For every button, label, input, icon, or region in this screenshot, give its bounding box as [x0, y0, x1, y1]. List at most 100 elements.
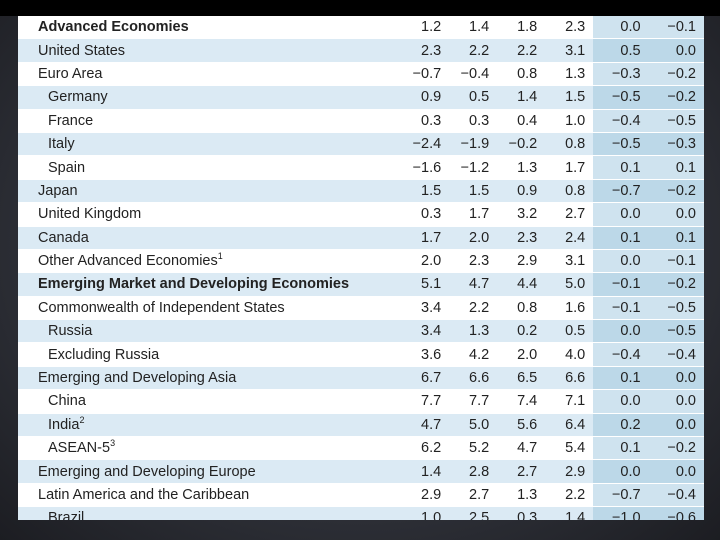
row-label: Excluding Russia	[18, 342, 402, 367]
value-cell: 1.3	[449, 319, 498, 344]
row-label: Advanced Economies	[18, 16, 402, 40]
value-cell: 0.8	[545, 179, 594, 204]
row-label-text: Japan	[38, 182, 78, 199]
value-cell: 5.1	[401, 272, 450, 297]
row-label-text: China	[48, 393, 86, 410]
value-cell: 3.4	[401, 296, 450, 321]
value-cell: 0.0	[593, 202, 649, 227]
value-cell: 6.5	[497, 366, 546, 391]
value-cell: 3.4	[401, 319, 450, 344]
value-cell: 2.7	[545, 202, 594, 227]
table-row: China 7.7 7.7 7.4 7.1 0.0 0.0	[18, 389, 704, 414]
value-cell: 0.0	[648, 38, 704, 63]
value-cell: −0.2	[648, 62, 704, 87]
row-label: Canada	[18, 226, 402, 250]
value-cell: 1.3	[545, 62, 594, 87]
row-label-text: Italy	[48, 136, 75, 153]
row-label-text: Emerging Market and Developing Economies	[38, 276, 350, 293]
slide-top-edge	[0, 0, 720, 16]
table-row: Russia 3.4 1.3 0.2 0.5 0.0 −0.5	[18, 319, 704, 344]
row-label-text: Spain	[48, 159, 86, 176]
value-cell: 0.9	[497, 179, 546, 204]
row-label: ASEAN-53	[18, 436, 402, 461]
value-cell: 6.6	[449, 366, 498, 391]
value-cell: 6.2	[401, 436, 450, 461]
value-cell: 7.7	[449, 389, 498, 414]
row-label: Brazil	[18, 506, 402, 520]
value-cell: 2.2	[449, 38, 498, 63]
value-cell: 5.0	[449, 413, 498, 438]
value-cell: 0.9	[401, 85, 450, 110]
value-cell: 4.0	[545, 342, 594, 367]
row-label: Emerging and Developing Europe	[18, 459, 402, 484]
row-label: United Kingdom	[18, 202, 402, 227]
row-label-text: Germany	[48, 89, 108, 106]
value-cell: −0.5	[593, 132, 649, 157]
value-cell: 1.7	[545, 155, 594, 180]
value-cell: 0.8	[545, 132, 594, 157]
value-cell: 0.2	[593, 413, 649, 438]
row-label: Emerging and Developing Asia	[18, 366, 402, 391]
value-cell: −0.2	[648, 272, 704, 297]
row-label: Russia	[18, 319, 402, 344]
value-cell: 0.1	[648, 155, 704, 180]
value-cell: 0.8	[497, 296, 546, 321]
value-cell: 0.1	[593, 155, 649, 180]
table-row: Canada 1.7 2.0 2.3 2.4 0.1 0.1	[18, 226, 704, 250]
table-body: Advanced Economies 1.2 1.4 1.8 2.3 0.0 −0.1 Uni…	[18, 16, 704, 520]
table-row: Japan 1.5 1.5 0.9 0.8 −0.7 −0.2	[18, 179, 704, 204]
value-cell: −0.5	[648, 319, 704, 344]
value-cell: 2.4	[545, 226, 594, 250]
value-cell: 1.5	[545, 85, 594, 110]
table-row: Commonwealth of Independent States 3.4 2.2…	[18, 296, 704, 321]
value-cell: 2.7	[497, 459, 546, 484]
row-label: India2	[18, 413, 402, 438]
value-cell: 1.0	[401, 506, 450, 520]
value-cell: 7.4	[497, 389, 546, 414]
row-label: Japan	[18, 179, 402, 204]
row-label: Emerging Market and Developing Economies	[18, 272, 402, 297]
table-row: France 0.3 0.3 0.4 1.0 −0.4 −0.5	[18, 109, 704, 133]
footnote-marker: 2	[79, 415, 85, 425]
row-label: China	[18, 389, 402, 414]
row-label: Other Advanced Economies1	[18, 249, 402, 274]
value-cell: 4.4	[497, 272, 546, 297]
footnote-marker: 3	[110, 438, 116, 449]
value-cell: 2.8	[449, 459, 498, 484]
value-cell: −0.2	[648, 179, 704, 204]
value-cell: −0.2	[648, 85, 704, 110]
value-cell: 2.0	[449, 226, 498, 250]
value-cell: −0.7	[401, 62, 450, 87]
value-cell: 3.2	[497, 202, 546, 227]
value-cell: 0.0	[648, 202, 704, 227]
row-label: Euro Area	[18, 62, 402, 87]
value-cell: −0.3	[648, 132, 704, 157]
value-cell: −0.4	[449, 62, 498, 87]
value-cell: −0.4	[648, 342, 704, 367]
value-cell: −0.2	[497, 132, 546, 157]
value-cell: 1.3	[497, 483, 546, 508]
value-cell: 0.0	[593, 389, 649, 414]
value-cell: 1.8	[497, 16, 546, 40]
value-cell: 0.1	[648, 226, 704, 250]
value-cell: 0.1	[593, 436, 649, 461]
value-cell: 1.3	[497, 155, 546, 180]
row-label-text: United States	[38, 42, 126, 59]
value-cell: 2.9	[497, 249, 546, 274]
value-cell: 0.2	[497, 319, 546, 344]
value-cell: 0.3	[401, 202, 450, 227]
value-cell: −0.1	[593, 296, 649, 321]
value-cell: 3.6	[401, 342, 450, 367]
value-cell: 6.4	[545, 413, 594, 438]
value-cell: −0.4	[593, 109, 649, 133]
value-cell: 1.4	[449, 16, 498, 40]
table-row: Emerging and Developing Asia 6.7 6.6 6.5 6.6…	[18, 366, 704, 391]
value-cell: 2.9	[401, 483, 450, 508]
value-cell: 5.4	[545, 436, 594, 461]
value-cell: 0.3	[449, 109, 498, 133]
value-cell: −0.1	[593, 272, 649, 297]
value-cell: 2.0	[401, 249, 450, 274]
table-row: Euro Area −0.7 −0.4 0.8 1.3 −0.3 −0.2	[18, 62, 704, 87]
value-cell: −0.5	[593, 85, 649, 110]
value-cell: 0.0	[648, 459, 704, 484]
